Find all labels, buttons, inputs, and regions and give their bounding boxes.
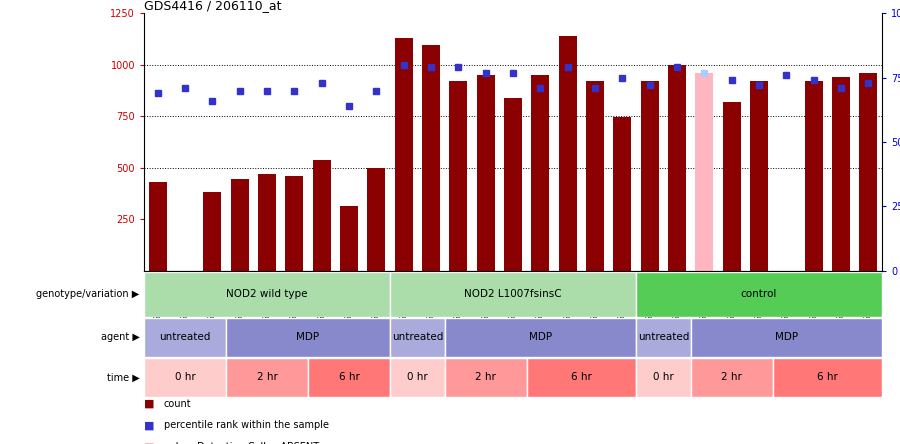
Text: 0 hr: 0 hr bbox=[175, 373, 195, 382]
Bar bbox=[313, 159, 330, 271]
Bar bbox=[477, 75, 495, 271]
Bar bbox=[422, 45, 440, 271]
Text: NOD2 L1007fsinsC: NOD2 L1007fsinsC bbox=[464, 289, 562, 299]
Text: GDS4416 / 206110_at: GDS4416 / 206110_at bbox=[144, 0, 282, 12]
Bar bbox=[668, 65, 686, 271]
Bar bbox=[690, 318, 882, 357]
Text: ■: ■ bbox=[144, 442, 158, 444]
Bar bbox=[226, 318, 390, 357]
Bar bbox=[390, 318, 445, 357]
Bar bbox=[690, 358, 773, 396]
Bar bbox=[308, 358, 390, 396]
Text: 0 hr: 0 hr bbox=[407, 373, 428, 382]
Bar bbox=[559, 36, 577, 271]
Bar bbox=[445, 318, 636, 357]
Bar bbox=[148, 182, 166, 271]
Text: time ▶: time ▶ bbox=[107, 373, 140, 382]
Text: genotype/variation ▶: genotype/variation ▶ bbox=[36, 289, 140, 299]
Bar bbox=[805, 81, 823, 271]
Bar bbox=[504, 98, 522, 271]
Text: MDP: MDP bbox=[529, 333, 552, 342]
Bar bbox=[636, 272, 882, 317]
Bar bbox=[230, 179, 248, 271]
Text: MDP: MDP bbox=[775, 333, 798, 342]
Text: ■: ■ bbox=[144, 420, 158, 430]
Text: untreated: untreated bbox=[159, 333, 211, 342]
Bar bbox=[614, 117, 631, 271]
Bar bbox=[860, 73, 878, 271]
Text: 6 hr: 6 hr bbox=[338, 373, 359, 382]
Bar bbox=[340, 206, 358, 271]
Bar bbox=[144, 318, 226, 357]
Text: 2 hr: 2 hr bbox=[475, 373, 496, 382]
Bar bbox=[390, 358, 445, 396]
Text: untreated: untreated bbox=[637, 333, 689, 342]
Bar bbox=[531, 75, 549, 271]
Bar bbox=[526, 358, 636, 396]
Bar bbox=[696, 73, 713, 271]
Bar bbox=[445, 358, 526, 396]
Bar bbox=[258, 174, 276, 271]
Bar bbox=[367, 168, 385, 271]
Text: untreated: untreated bbox=[392, 333, 443, 342]
Bar bbox=[203, 191, 221, 271]
Bar bbox=[723, 102, 741, 271]
Text: NOD2 wild type: NOD2 wild type bbox=[226, 289, 308, 299]
Text: ■: ■ bbox=[144, 399, 158, 409]
Text: 0 hr: 0 hr bbox=[653, 373, 674, 382]
Bar bbox=[750, 81, 768, 271]
Bar bbox=[586, 81, 604, 271]
Bar bbox=[144, 358, 226, 396]
Bar bbox=[395, 38, 412, 271]
Text: 2 hr: 2 hr bbox=[721, 373, 742, 382]
Bar bbox=[449, 81, 467, 271]
Bar bbox=[636, 358, 690, 396]
Text: 6 hr: 6 hr bbox=[817, 373, 838, 382]
Bar bbox=[641, 81, 659, 271]
Bar bbox=[832, 77, 850, 271]
Text: value, Detection Call = ABSENT: value, Detection Call = ABSENT bbox=[164, 442, 319, 444]
Text: MDP: MDP bbox=[296, 333, 320, 342]
Bar bbox=[390, 272, 636, 317]
Text: count: count bbox=[164, 399, 192, 409]
Bar bbox=[144, 272, 390, 317]
Bar bbox=[636, 318, 690, 357]
Text: 2 hr: 2 hr bbox=[256, 373, 277, 382]
Text: percentile rank within the sample: percentile rank within the sample bbox=[164, 420, 328, 430]
Bar bbox=[773, 358, 882, 396]
Text: 6 hr: 6 hr bbox=[571, 373, 592, 382]
Text: agent ▶: agent ▶ bbox=[101, 333, 140, 342]
Bar bbox=[226, 358, 308, 396]
Text: control: control bbox=[741, 289, 778, 299]
Bar bbox=[285, 176, 303, 271]
